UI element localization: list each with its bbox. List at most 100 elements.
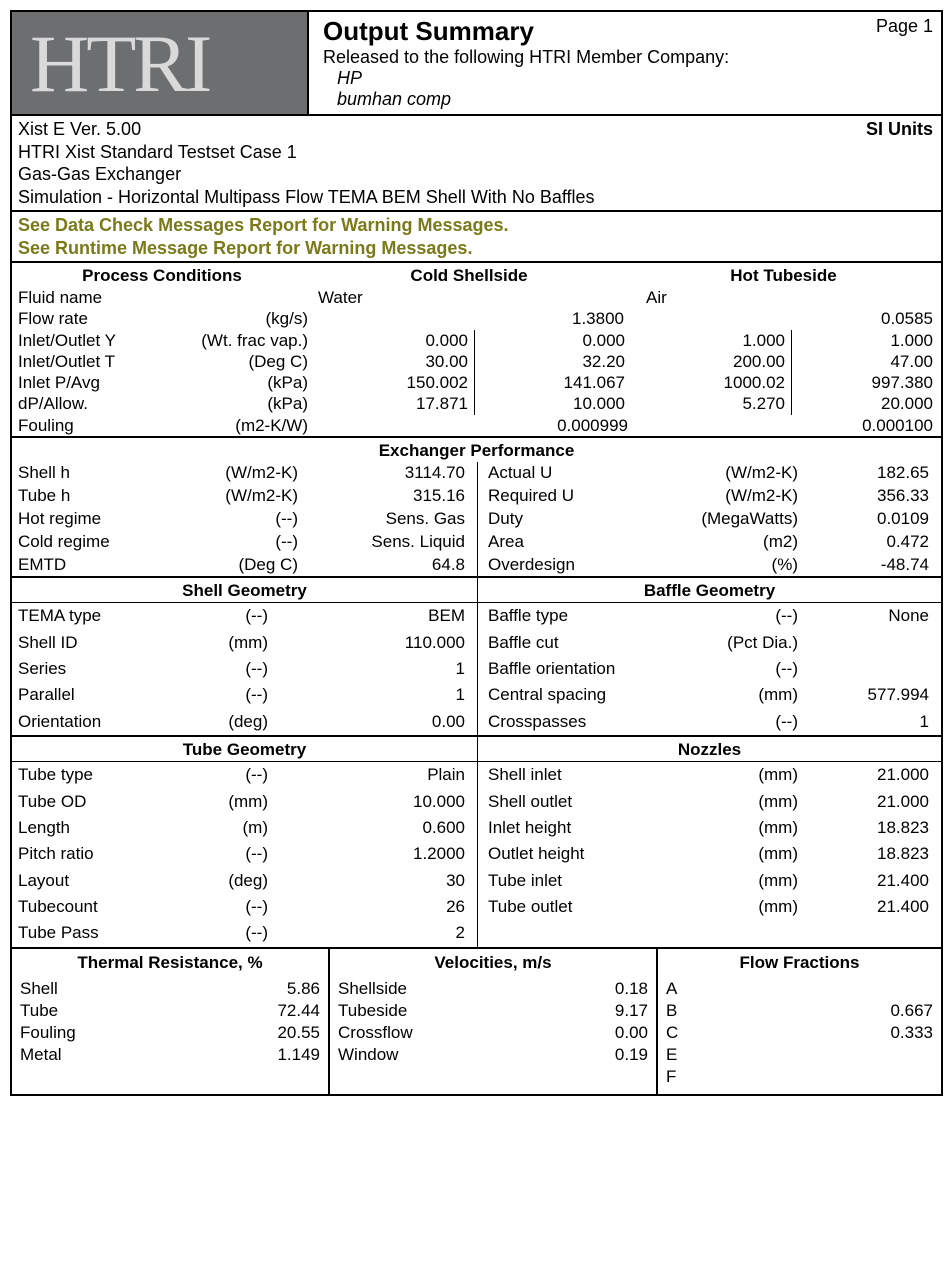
data-row: Crossflow0.00 [338,1022,648,1044]
data-row: Tube inlet(mm)21.400 [478,868,941,894]
row-value: BEM [280,603,471,629]
pc-unit: (kPa) [148,372,318,393]
pc-unit: (Wt. frac vap.) [148,330,318,351]
pc-c4: 20.000 [792,393,935,414]
row-value: 0.00 [568,1022,648,1044]
row-value [853,978,933,1000]
row-label: Shell h [18,462,138,485]
data-row: Overdesign(%)-48.74 [478,554,941,577]
row-value [853,1066,933,1088]
row-label: Length [18,815,118,841]
row-unit: (MegaWatts) [648,508,810,531]
pc-c4: 1.000 [792,330,935,351]
fouling-label: Fouling [18,415,148,436]
data-row: Tube outlet(mm)21.400 [478,894,941,920]
data-row: Length(m)0.600 [12,815,477,841]
row-value: 1.2000 [280,841,471,867]
row-label: Required U [488,485,648,508]
data-row: Actual U(W/m2-K)182.65 [478,462,941,485]
row-value: 30 [280,868,471,894]
data-row: Orientation(deg)0.00 [12,709,477,735]
data-row: Required U(W/m2-K)356.33 [478,485,941,508]
row-unit: (mm) [648,682,810,708]
row-unit: (mm) [648,868,810,894]
pc-c4: 47.00 [792,351,935,372]
ep-title: Exchanger Performance [12,438,941,462]
row-value: Sens. Liquid [310,531,471,554]
data-row: Shellside0.18 [338,978,648,1000]
pc-row: Flow rate(kg/s)1.38000.0585 [12,308,941,329]
data-row: F [666,1066,933,1088]
row-unit: (deg) [118,709,280,735]
pc-unit: (Deg C) [148,351,318,372]
row-label: Inlet height [488,815,648,841]
pc-c3: 1.000 [635,330,792,351]
released-to: Released to the following HTRI Member Co… [323,47,933,68]
pc-c1: 17.871 [318,393,475,414]
warning-2: See Runtime Message Report for Warning M… [18,237,935,260]
row-value: Plain [280,762,471,788]
row-unit: (W/m2-K) [648,462,810,485]
row-label: TEMA type [18,603,118,629]
data-row: Pitch ratio(--)1.2000 [12,841,477,867]
flow-col: Flow Fractions AB0.667C0.333EF [658,949,941,1095]
three-col: Thermal Resistance, % Shell5.86Tube72.44… [12,949,941,1095]
row-label: Baffle cut [488,630,648,656]
row-unit: (--) [118,656,280,682]
data-row: Shell5.86 [20,978,320,1000]
row-value: 356.33 [810,485,935,508]
info-line-4: Simulation - Horizontal Multipass Flow T… [18,186,935,209]
pc-row: Inlet/Outlet Y(Wt. frac vap.)0.0000.0001… [12,330,941,351]
row-label: Overdesign [488,554,648,577]
svg-text:HTRI: HTRI [30,21,210,106]
row-unit: (%) [648,554,810,577]
info-line-1: Xist E Ver. 5.00 [18,118,935,141]
pc-c4: 0.0585 [790,308,935,329]
row-value: 3114.70 [310,462,471,485]
pc-c1: 0.000 [318,330,475,351]
tube-geom-title: Tube Geometry [12,737,478,761]
data-row: TEMA type(--)BEM [12,603,477,629]
data-row: Metal1.149 [20,1044,320,1066]
info-line-2: HTRI Xist Standard Testset Case 1 [18,141,935,164]
row-label: Outlet height [488,841,648,867]
row-value: 20.55 [240,1022,320,1044]
row-value: 1 [810,709,935,735]
data-row: Crosspasses(--)1 [478,709,941,735]
pc-c3: 200.00 [635,351,792,372]
row-label: Pitch ratio [18,841,118,867]
row-value: 0.18 [568,978,648,1000]
row-value: 0.0109 [810,508,935,531]
row-label: Tube h [18,485,138,508]
row-value: 10.000 [280,789,471,815]
pc-c2: 10.000 [475,393,635,414]
row-unit: (W/m2-K) [138,485,310,508]
data-row: Tubecount(--)26 [12,894,477,920]
data-row: Area(m2)0.472 [478,531,941,554]
row-value: 0.667 [853,1000,933,1022]
row-label: Crossflow [338,1022,568,1044]
row-value [853,1044,933,1066]
row-value: None [810,603,935,629]
pc-h1: Process Conditions [12,266,312,286]
cold-fluid: Water [318,287,638,308]
data-row: Tube type(--)Plain [12,762,477,788]
row-unit: (mm) [648,841,810,867]
nozzles-title: Nozzles [478,737,941,761]
row-label: Area [488,531,648,554]
row-value: 182.65 [810,462,935,485]
row-label: B [666,1000,853,1022]
row-unit: (--) [648,709,810,735]
pc-header: Process Conditions Cold Shellside Hot Tu… [12,263,941,287]
velocities-col: Velocities, m/s Shellside0.18Tubeside9.1… [330,949,658,1095]
row-label: Shell inlet [488,762,648,788]
pc-label: Inlet P/Avg [18,372,148,393]
pc-c1 [318,308,474,329]
row-unit: (mm) [118,789,280,815]
row-label: Cold regime [18,531,138,554]
shell-geom-title: Shell Geometry [12,578,478,602]
fouling-hot: 0.000100 [638,415,935,436]
data-row: Shell inlet(mm)21.000 [478,762,941,788]
data-row: Baffle type(--)None [478,603,941,629]
data-row: Shell outlet(mm)21.000 [478,789,941,815]
